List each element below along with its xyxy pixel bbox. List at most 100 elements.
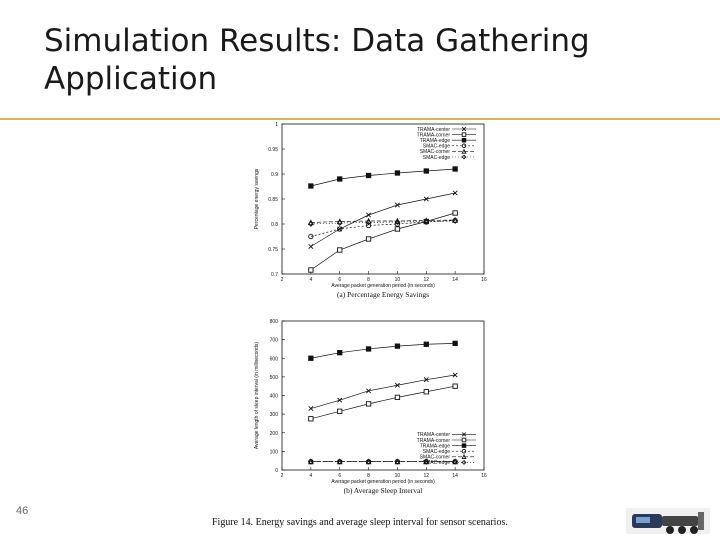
- data-point: [308, 233, 314, 240]
- y-tick-label: 0.95: [268, 147, 278, 153]
- legend-entry: TRAMA-edge: [420, 137, 476, 144]
- legend-label: TRAMA-center: [417, 127, 450, 133]
- data-point: [337, 397, 343, 403]
- x-tick-label: 12: [424, 473, 430, 479]
- data-point: [365, 219, 372, 226]
- legend-entry: SMAC-edge: [423, 143, 476, 150]
- legend-entry: TRAMA-edge: [420, 443, 476, 449]
- data-point: [337, 176, 343, 182]
- series-smac-edge: [308, 218, 458, 227]
- legend-entry: TRAMA-corner: [417, 437, 476, 444]
- y-tick-label: 700: [270, 338, 279, 344]
- x-tick-label: 6: [338, 277, 341, 283]
- series-line: [310, 343, 456, 359]
- data-point: [336, 220, 343, 226]
- legend-entry: SMAC-edge: [423, 448, 476, 455]
- legend-label: SMAC-corner: [420, 149, 451, 155]
- series-trama-edge: [308, 166, 458, 189]
- x-tick-label: 4: [309, 277, 312, 283]
- data-point: [461, 132, 467, 137]
- figure-caption: Figure 14. Energy savings and average sl…: [212, 517, 508, 528]
- x-tick-label: 2: [281, 473, 284, 479]
- y-tick-label: 0.85: [268, 197, 278, 203]
- data-point: [461, 143, 467, 149]
- data-point: [365, 172, 372, 179]
- data-point: [337, 226, 343, 232]
- legend-label: SMAC-edge: [423, 155, 450, 161]
- series-trama-center: [308, 372, 458, 412]
- x-tick-label: 4: [309, 473, 312, 479]
- data-point: [365, 458, 372, 465]
- series-line: [310, 219, 456, 223]
- y-axis-label: Percentage energy savings: [254, 168, 260, 229]
- y-tick-label: 500: [270, 375, 279, 381]
- data-point: [394, 170, 401, 176]
- legend-entry: TRAMA-corner: [417, 132, 476, 138]
- legend-label: SMAC-edge: [423, 144, 450, 150]
- x-tick-label: 8: [367, 473, 370, 479]
- x-tick-label: 16: [481, 473, 487, 479]
- data-point: [452, 190, 458, 196]
- x-tick-label: 2: [281, 277, 284, 283]
- data-point: [337, 408, 343, 414]
- data-point: [337, 350, 343, 356]
- y-tick-label: 400: [270, 394, 279, 400]
- data-point: [423, 168, 429, 174]
- legend-label: TRAMA-center: [417, 432, 450, 438]
- x-tick-label: 10: [395, 473, 401, 479]
- legend-entry: TRAMA-center: [417, 432, 476, 438]
- title-divider: [0, 118, 720, 120]
- x-tick-label: 14: [452, 473, 458, 479]
- data-point: [394, 458, 401, 465]
- data-point: [461, 453, 467, 460]
- data-point: [452, 383, 458, 389]
- legend-label: TRAMA-corner: [417, 438, 451, 444]
- legend-label: TRAMA-corner: [417, 132, 451, 138]
- data-point: [394, 343, 401, 349]
- y-tick-label: 600: [270, 356, 279, 362]
- data-point: [394, 221, 401, 227]
- data-point: [423, 377, 429, 383]
- chart-subtitle: (a) Percentage Energy Savings: [337, 290, 429, 299]
- data-point: [308, 355, 314, 361]
- data-point: [461, 459, 467, 465]
- data-point: [365, 346, 372, 352]
- y-tick-label: 100: [270, 449, 279, 455]
- y-tick-label: 0.7: [271, 272, 278, 278]
- page-number: 46: [16, 505, 29, 517]
- data-point: [452, 210, 458, 216]
- x-tick-label: 14: [452, 277, 458, 283]
- series-line: [310, 192, 456, 247]
- data-point: [308, 221, 314, 227]
- series-line: [310, 385, 456, 420]
- data-point: [452, 340, 458, 346]
- y-tick-label: 0.75: [268, 247, 278, 253]
- slide-title: Simulation Results: Data Gathering Appli…: [44, 23, 590, 98]
- data-point: [423, 341, 429, 347]
- data-point: [308, 183, 314, 189]
- x-tick-label: 12: [424, 277, 430, 283]
- legend-label: SMAC-edge: [423, 449, 450, 455]
- data-point: [365, 401, 372, 407]
- legend-label: TRAMA-edge: [420, 443, 451, 449]
- data-point: [308, 416, 314, 422]
- data-point: [366, 212, 372, 218]
- data-point: [308, 458, 314, 465]
- y-tick-label: 800: [270, 319, 279, 325]
- x-tick-label: 16: [481, 277, 487, 283]
- y-tick-label: 1: [275, 122, 278, 128]
- energy-savings-chart: 2 4 6 8 10 12 14 16 0.7 0.75 0.8 0.85 0.9 0.95 1 Averag…: [254, 122, 487, 299]
- y-axis-label: Average length of sleep interval (in mil…: [254, 342, 260, 450]
- series-trama-corner: [308, 383, 458, 422]
- series-line: [310, 374, 456, 409]
- x-axis-label: Average packet generation period (in sec…: [331, 479, 435, 485]
- x-axis-label: Average packet generation period (in sec…: [331, 283, 435, 289]
- x-tick-label: 10: [395, 277, 401, 283]
- data-point: [394, 226, 401, 232]
- chart-subtitle: (b) Average Sleep Interval: [344, 486, 423, 495]
- x-tick-label: 8: [367, 277, 370, 283]
- legend-entry: TRAMA-center: [417, 127, 476, 133]
- data-point: [394, 219, 401, 225]
- legend-label: SMAC-edge: [423, 460, 450, 466]
- legend-entry: SMAC-edge: [423, 459, 476, 466]
